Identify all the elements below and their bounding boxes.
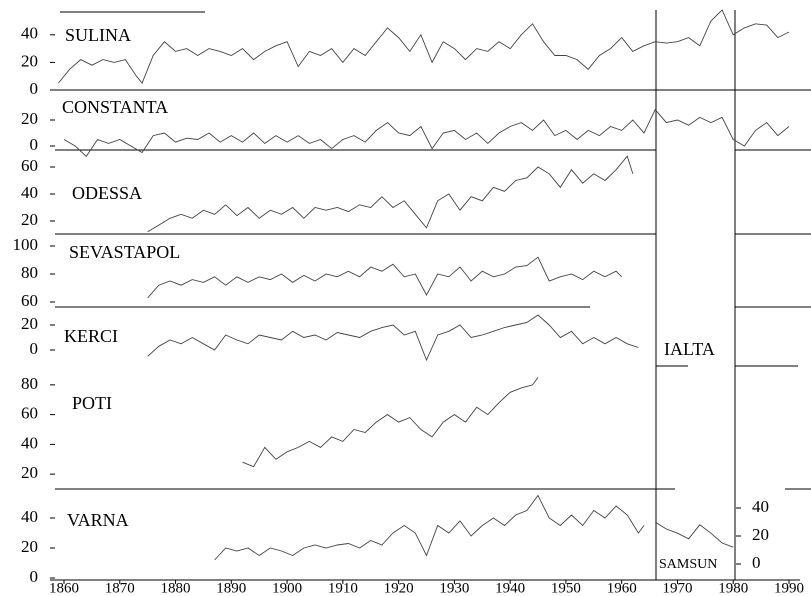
series-line xyxy=(58,9,790,84)
x-tick-label: 1900 xyxy=(272,580,302,596)
y-tick-label: 40 xyxy=(21,433,38,452)
x-tick-label: 1870 xyxy=(105,580,135,596)
panel-title: POTI xyxy=(72,393,112,413)
y-tick-label: 40 xyxy=(21,24,38,43)
x-tick-label: 1950 xyxy=(551,580,581,596)
series-line xyxy=(654,521,734,548)
y-tick-label: 0 xyxy=(752,553,761,572)
panel-separators xyxy=(50,10,811,581)
x-tick-label: 1980 xyxy=(718,580,748,596)
series-line xyxy=(147,155,634,233)
y-tick-label: 0 xyxy=(30,79,39,98)
series-line xyxy=(242,377,539,468)
y-tick-label: 20 xyxy=(21,51,38,70)
x-tick-label: 1890 xyxy=(216,580,246,596)
y-tick-label: 40 xyxy=(21,183,38,202)
y-tick-label: 60 xyxy=(21,291,38,310)
x-tick-label: 1920 xyxy=(384,580,414,596)
y-tick-label: 20 xyxy=(21,109,38,128)
panel-title: KERCI xyxy=(64,326,118,346)
x-tick-label: 1960 xyxy=(607,580,637,596)
panel-title: CONSTANTA xyxy=(62,97,168,117)
x-tick-label: 1910 xyxy=(328,580,358,596)
y-tick-label: 80 xyxy=(21,374,38,393)
panel-title: ODESSA xyxy=(72,183,142,203)
series-line xyxy=(63,108,790,158)
y-tick-label: 20 xyxy=(21,210,38,229)
y-tick-label: 0 xyxy=(30,135,39,154)
y-tick-label: 100 xyxy=(13,235,39,254)
y-tick-label: 60 xyxy=(21,404,38,423)
x-tick-label: 1880 xyxy=(161,580,191,596)
y-tick-label: 20 xyxy=(21,463,38,482)
y-tick-label: 40 xyxy=(21,507,38,526)
y-tick-label: 0 xyxy=(30,339,39,358)
panel-title: SAMSUN xyxy=(659,557,717,572)
x-tick-label: 1860 xyxy=(49,580,79,596)
panel-title: VARNA xyxy=(67,510,129,530)
y-tick-label: 60 xyxy=(21,156,38,175)
y-tick-label: 0 xyxy=(30,567,39,586)
series-line xyxy=(147,256,623,299)
y-tick-label: 80 xyxy=(21,263,38,282)
x-tick-label: 1970 xyxy=(662,580,692,596)
panel-title: SEVASTAPOL xyxy=(69,242,180,262)
series-line xyxy=(214,494,645,561)
panel-title: SULINA xyxy=(65,25,131,45)
x-tick-label: 1940 xyxy=(495,580,525,596)
y-tick-label: 40 xyxy=(752,497,769,516)
x-tick-label: 1990 xyxy=(774,580,804,596)
series-line xyxy=(147,314,639,362)
x-tick-label: 1930 xyxy=(439,580,469,596)
panel-title: IALTA xyxy=(664,339,715,359)
y-tick-label: 20 xyxy=(21,314,38,333)
y-tick-label: 20 xyxy=(752,525,769,544)
y-tick-label: 20 xyxy=(21,537,38,556)
